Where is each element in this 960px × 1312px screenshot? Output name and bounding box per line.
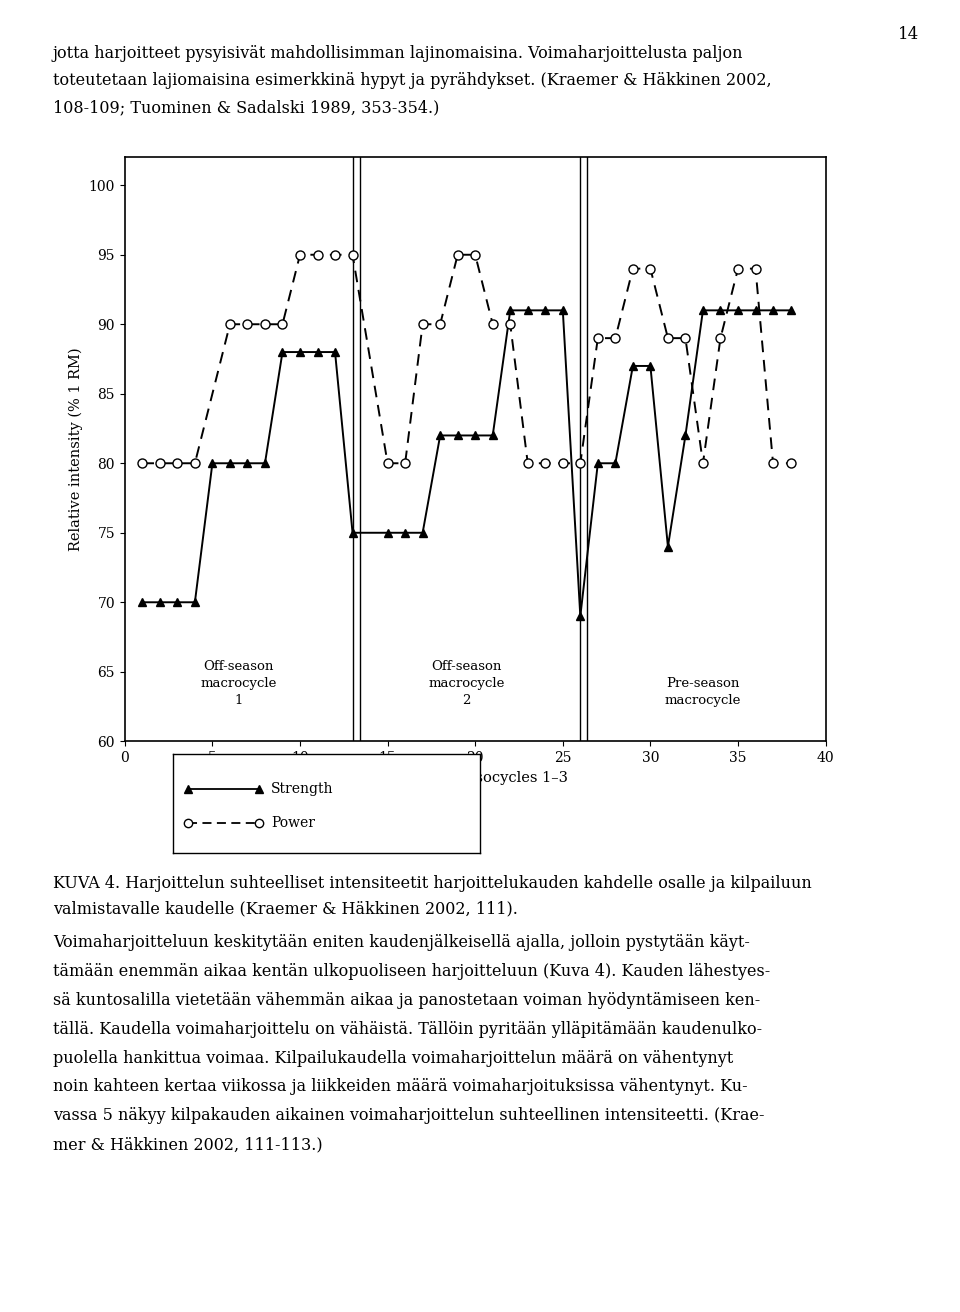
Text: tällä. Kaudella voimaharjoittelu on vähäistä. Tällöin pyritään ylläpitämään kaud: tällä. Kaudella voimaharjoittelu on vähä… [53, 1021, 762, 1038]
Text: puolella hankittua voimaa. Kilpailukaudella voimaharjoittelun määrä on vähentyny: puolella hankittua voimaa. Kilpailukaude… [53, 1050, 733, 1067]
Text: 14: 14 [898, 26, 919, 43]
Text: Off-season
macrocycle
1: Off-season macrocycle 1 [201, 660, 276, 707]
Text: vassa 5 näkyy kilpakauden aikainen voimaharjoittelun suhteellinen intensiteetti.: vassa 5 näkyy kilpakauden aikainen voima… [53, 1107, 764, 1124]
Text: 108-109; Tuominen & Sadalski 1989, 353-354.): 108-109; Tuominen & Sadalski 1989, 353-3… [53, 100, 439, 117]
Y-axis label: Relative intensity (% 1 RM): Relative intensity (% 1 RM) [69, 348, 84, 551]
Text: valmistavalle kaudelle (Kraemer & Häkkinen 2002, 111).: valmistavalle kaudelle (Kraemer & Häkkin… [53, 900, 517, 917]
Text: noin kahteen kertaa viikossa ja liikkeiden määrä voimaharjoituksissa vähentynyt.: noin kahteen kertaa viikossa ja liikkeid… [53, 1078, 748, 1096]
Text: Strength: Strength [271, 782, 334, 796]
Text: mer & Häkkinen 2002, 111-113.): mer & Häkkinen 2002, 111-113.) [53, 1136, 323, 1153]
Text: toteutetaan lajiomaisina esimerkkinä hypyt ja pyrähdykset. (Kraemer & Häkkinen 2: toteutetaan lajiomaisina esimerkkinä hyp… [53, 72, 772, 89]
Text: Pre-season
macrocycle: Pre-season macrocycle [664, 677, 741, 707]
X-axis label: Weeks of mesocycles 1–3: Weeks of mesocycles 1–3 [382, 770, 568, 785]
Text: Off-season
macrocycle
2: Off-season macrocycle 2 [428, 660, 505, 707]
Text: Power: Power [271, 816, 315, 830]
Text: sä kuntosalilla vietetään vähemmän aikaa ja panostetaan voiman hyödyntämiseen ke: sä kuntosalilla vietetään vähemmän aikaa… [53, 992, 760, 1009]
Text: KUVA 4. Harjoittelun suhteelliset intensiteetit harjoittelukauden kahdelle osall: KUVA 4. Harjoittelun suhteelliset intens… [53, 875, 811, 892]
Text: jotta harjoitteet pysyisivät mahdollisimman lajinomaisina. Voimaharjoittelusta p: jotta harjoitteet pysyisivät mahdollisim… [53, 45, 743, 62]
Text: Voimaharjoitteluun keskitytään eniten kaudenjälkeisellä ajalla, jolloin pystytää: Voimaharjoitteluun keskitytään eniten ka… [53, 934, 750, 951]
Text: tämään enemmän aikaa kentän ulkopuoliseen harjoitteluun (Kuva 4). Kauden lähesty: tämään enemmän aikaa kentän ulkopuolisee… [53, 963, 770, 980]
